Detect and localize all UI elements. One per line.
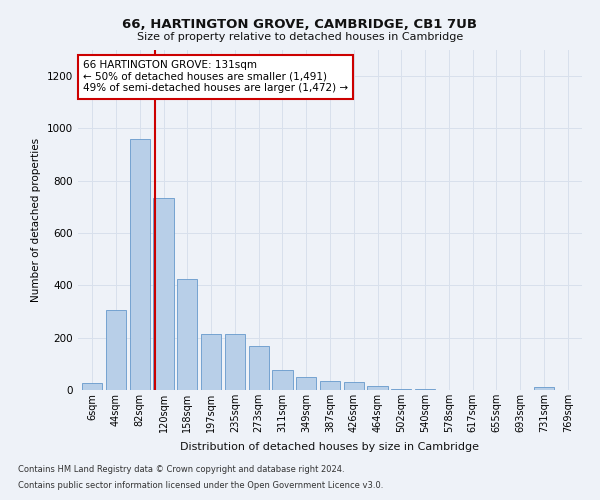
Bar	[367, 386, 388, 390]
Bar	[225, 334, 245, 390]
Text: Contains public sector information licensed under the Open Government Licence v3: Contains public sector information licen…	[18, 480, 383, 490]
Bar	[534, 388, 554, 390]
Text: 66, HARTINGTON GROVE, CAMBRIDGE, CB1 7UB: 66, HARTINGTON GROVE, CAMBRIDGE, CB1 7UB	[122, 18, 478, 30]
Text: 66 HARTINGTON GROVE: 131sqm
← 50% of detached houses are smaller (1,491)
49% of : 66 HARTINGTON GROVE: 131sqm ← 50% of det…	[83, 60, 348, 94]
Text: Contains HM Land Registry data © Crown copyright and database right 2024.: Contains HM Land Registry data © Crown c…	[18, 466, 344, 474]
Bar	[248, 346, 269, 390]
Text: Size of property relative to detached houses in Cambridge: Size of property relative to detached ho…	[137, 32, 463, 42]
Bar	[415, 388, 435, 390]
Bar	[106, 310, 126, 390]
Bar	[201, 334, 221, 390]
Bar	[344, 382, 364, 390]
Y-axis label: Number of detached properties: Number of detached properties	[31, 138, 41, 302]
Bar	[154, 198, 173, 390]
Bar	[391, 388, 412, 390]
Bar	[82, 384, 103, 390]
Bar	[320, 381, 340, 390]
Bar	[296, 377, 316, 390]
Text: Distribution of detached houses by size in Cambridge: Distribution of detached houses by size …	[181, 442, 479, 452]
Bar	[272, 370, 293, 390]
Bar	[177, 279, 197, 390]
Bar	[130, 139, 150, 390]
